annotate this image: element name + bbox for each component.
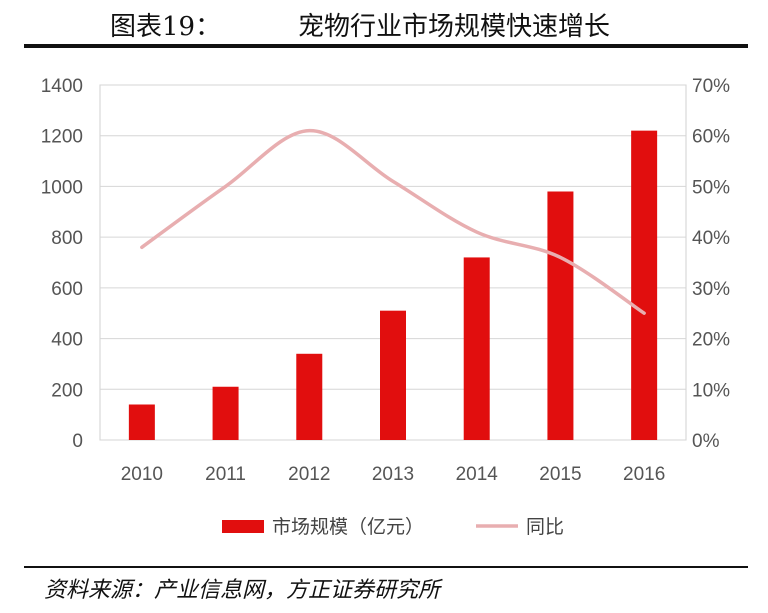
y-left-tick-label: 1200: [41, 127, 83, 148]
x-tick-label: 2016: [623, 464, 665, 485]
chart: 0 200 400 600 800 1000 1200 1400 0% 10% 20% 30% 40%…: [41, 76, 730, 538]
x-tick-label: 2011: [205, 464, 246, 485]
y-left-tick-label: 600: [51, 279, 83, 300]
legend-swatch-bar: [222, 520, 264, 533]
x-tick-label: 2013: [372, 464, 414, 485]
x-axis: 2010 2011 2012 2013 2014 2015 2016: [121, 464, 666, 485]
figure-title: 图表19： 宠物行业市场规模快速增长: [0, 4, 768, 42]
legend: 市场规模（亿元） 同比: [222, 516, 564, 538]
y-right-tick-label: 70%: [692, 76, 730, 97]
bar: [128, 404, 155, 440]
bar: [296, 353, 323, 440]
x-tick-label: 2014: [456, 464, 499, 485]
y-axis-left: 0 200 400 600 800 1000 1200 1400: [41, 76, 83, 452]
figure-number: 图表19：: [110, 12, 222, 42]
y-right-tick-label: 0%: [692, 431, 720, 452]
source-note: 资料来源：产业信息网，方正证券研究所: [44, 578, 441, 603]
y-left-tick-label: 1400: [41, 76, 83, 97]
x-tick-label: 2012: [288, 464, 330, 485]
line-series: [140, 128, 646, 315]
source-rule: [24, 566, 748, 568]
title-rule: [24, 44, 748, 48]
x-tick-label: 2010: [121, 464, 163, 485]
bar: [212, 386, 239, 440]
bar: [380, 310, 406, 440]
bar: [463, 257, 490, 440]
y-left-tick-label: 200: [51, 380, 83, 401]
figure-title-text: 宠物行业市场规模快速增长: [298, 12, 611, 42]
y-axis-right: 0% 10% 20% 30% 40% 50% 60% 70%: [692, 76, 730, 452]
bar: [631, 130, 658, 440]
y-right-tick-label: 30%: [692, 279, 730, 300]
y-left-tick-label: 400: [51, 330, 83, 351]
bar-series: [128, 130, 658, 440]
x-tick-label: 2015: [539, 464, 581, 485]
y-left-tick-label: 1000: [41, 177, 83, 198]
legend-label-line: 同比: [526, 516, 564, 538]
bar: [547, 191, 574, 440]
y-left-tick-label: 0: [72, 431, 83, 452]
y-right-tick-label: 10%: [692, 380, 730, 401]
y-left-tick-label: 800: [51, 228, 83, 249]
legend-label-bar: 市场规模（亿元）: [272, 516, 424, 538]
y-right-tick-label: 50%: [692, 177, 730, 198]
y-right-tick-label: 40%: [692, 228, 730, 249]
y-right-tick-label: 20%: [692, 330, 730, 351]
y-right-tick-label: 60%: [692, 127, 730, 148]
